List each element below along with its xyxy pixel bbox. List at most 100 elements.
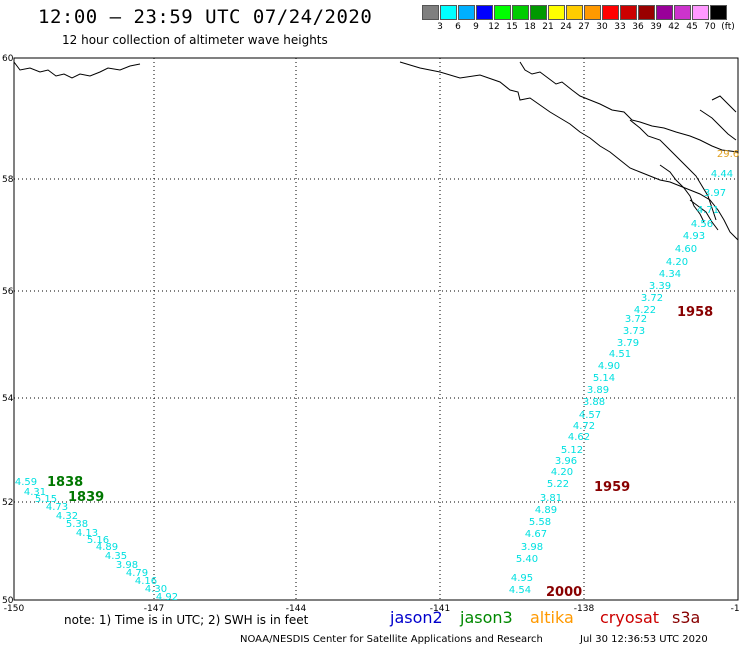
legend-swatch <box>476 5 493 20</box>
legend-swatch <box>422 5 439 20</box>
lat-tick-label: 56 <box>2 287 14 297</box>
legend-swatch <box>566 5 583 20</box>
southeast-islands <box>629 95 737 231</box>
lon-tick-label: -150 <box>4 604 25 614</box>
swh-value: 4.59 <box>15 477 37 488</box>
lon-tick-label: -13 <box>731 604 740 614</box>
swh-value: 4.60 <box>675 244 697 255</box>
map-grid: -150 -147 -144 -141 -138 -13 60 58 56 54 52 50 <box>2 54 740 614</box>
swh-value: 4.35 <box>105 551 127 562</box>
swh-value: 5.38 <box>66 519 88 530</box>
map-frame <box>13 57 739 601</box>
chart-title: 12:00 – 23:59 UTC 07/24/2020 <box>38 6 373 28</box>
swh-value: 4.89 <box>96 542 118 553</box>
legend-swatch <box>692 5 709 20</box>
pass-time-label: 1958 <box>677 305 713 320</box>
legend-swatch <box>656 5 673 20</box>
swh-value: 5.12 <box>561 445 583 456</box>
legend-label: 33 <box>614 22 626 32</box>
lat-tick-label: 50 <box>2 596 14 606</box>
swh-value: 3.89 <box>587 385 609 396</box>
swh-value: 4.79 <box>126 568 148 579</box>
swh-value: 4.32 <box>56 511 78 522</box>
legend-swatch <box>710 5 727 20</box>
coastline <box>13 61 739 241</box>
swh-value: 4.56 <box>691 219 713 230</box>
swh-value: 4.89 <box>535 505 557 516</box>
legend-swatch <box>584 5 601 20</box>
alaska-upper-coast <box>519 61 739 153</box>
swh-value: 3.98 <box>521 542 543 553</box>
swh-value: 3.72 <box>641 293 663 304</box>
swh-value: 5.40 <box>516 554 538 565</box>
satellite-cryosat: cryosat <box>600 608 660 627</box>
legend-label: 21 <box>542 22 554 32</box>
swh-value: 4.67 <box>525 529 547 540</box>
swh-value: 4.30 <box>145 584 167 595</box>
footer-credit: NOAA/NESDIS Center for Satellite Applica… <box>240 634 543 645</box>
color-legend: 3 6 9 12 15 18 21 24 27 30 33 36 39 42 45 70 (ft) <box>422 5 740 34</box>
swh-value: 4.54 <box>509 585 531 596</box>
units-note: note: 1) Time is in UTC; 2) SWH is in fe… <box>64 613 309 627</box>
legend-swatch <box>530 5 547 20</box>
swh-value: 4.62 <box>568 432 590 443</box>
swh-value: 4.90 <box>598 361 620 372</box>
swh-value: 3.72 <box>625 314 647 325</box>
swh-value: 4.93 <box>683 231 705 242</box>
satellite-s3a: s3a <box>672 608 701 627</box>
legend-label: 24 <box>560 22 572 32</box>
legend-label: 9 <box>473 22 479 32</box>
swh-value: 5.22 <box>547 479 569 490</box>
swh-value: 5.15 <box>35 494 57 505</box>
swh-value: 4.92 <box>156 592 178 603</box>
swh-value: 5.16 <box>87 535 109 546</box>
legend-swatch <box>638 5 655 20</box>
swh-value: 4.34 <box>659 269 681 280</box>
swh-value: 3.73 <box>623 326 645 337</box>
legend-label: 18 <box>524 22 536 32</box>
swh-value: 4.31 <box>24 487 46 498</box>
lat-tick-label: 54 <box>2 394 14 404</box>
pass-time-label: 1839 <box>68 490 104 505</box>
legend-swatch <box>602 5 619 20</box>
swh-value: 4.71 <box>697 205 719 216</box>
swh-value: 3.97 <box>704 188 726 199</box>
swh-value: 3.88 <box>583 397 605 408</box>
swh-value: 4.57 <box>579 410 601 421</box>
legend-label: (ft) <box>721 22 735 32</box>
chart-subtitle: 12 hour collection of altimeter wave hei… <box>62 33 328 47</box>
satellite-jason2: jason2 <box>390 608 443 627</box>
swh-value: 3.79 <box>617 338 639 349</box>
swh-value: 3.98 <box>116 560 138 571</box>
legend-label: 30 <box>596 22 608 32</box>
legend-swatch <box>674 5 691 20</box>
legend-label: 3 <box>437 22 443 32</box>
swh-value: 5.58 <box>529 517 551 528</box>
legend-labels: 3 6 9 12 15 18 21 24 27 30 33 36 39 42 45 70 (ft) <box>422 20 740 34</box>
swh-value: 4.13 <box>76 528 98 539</box>
legend-swatch <box>548 5 565 20</box>
legend-label: 42 <box>668 22 680 32</box>
legend-swatch <box>494 5 511 20</box>
lat-tick-label: 52 <box>2 498 13 508</box>
legend-label: 36 <box>632 22 644 32</box>
legend-label: 12 <box>488 22 500 32</box>
swh-value: 29.6 <box>717 149 739 160</box>
legend-label: 70 <box>704 22 716 32</box>
pass-time-label: 1838 <box>47 475 83 490</box>
legend-swatch <box>512 5 529 20</box>
legend-label: 15 <box>506 22 518 32</box>
legend-swatches <box>422 5 740 20</box>
swh-value: 4.44 <box>711 169 733 180</box>
lon-tick-label: -147 <box>144 604 164 614</box>
alaska-coastline <box>399 61 739 241</box>
swh-value: 3.96 <box>555 456 577 467</box>
swh-value: 4.72 <box>573 421 595 432</box>
swh-value: 4.51 <box>609 349 631 360</box>
pass-time-label: 2000 <box>546 585 582 600</box>
lon-tick-label: -141 <box>430 604 450 614</box>
legend-label: 27 <box>578 22 590 32</box>
satellite-altika: altika <box>530 608 574 627</box>
swh-value: 3.39 <box>649 281 671 292</box>
